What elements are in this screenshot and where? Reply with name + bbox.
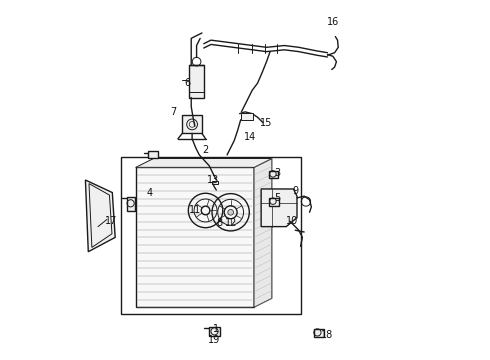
Text: 14: 14 [244,132,256,142]
Bar [190,65,204,98]
Text: 5: 5 [274,193,280,203]
Text: 18: 18 [321,330,334,340]
Bar [212,181,218,184]
Text: 9: 9 [292,186,298,196]
Text: 1: 1 [213,324,220,334]
Text: 2: 2 [202,144,209,154]
Circle shape [228,210,234,215]
Bar [209,327,220,336]
Bar [314,329,324,337]
Polygon shape [261,189,297,226]
Bar [270,171,278,178]
Text: 11: 11 [189,206,201,216]
Polygon shape [136,158,272,167]
Polygon shape [85,180,115,252]
Text: 4: 4 [147,188,153,198]
Bar [270,198,279,206]
Polygon shape [254,158,272,307]
Text: 8: 8 [217,218,223,228]
Polygon shape [136,167,254,307]
Text: 12: 12 [224,218,237,228]
Text: 6: 6 [185,78,191,88]
Text: 13: 13 [207,175,219,185]
Bar [148,150,158,158]
Text: 19: 19 [208,334,220,345]
Text: 17: 17 [105,216,118,226]
Bar [126,197,135,211]
Text: 3: 3 [274,168,280,178]
Text: 10: 10 [286,216,298,226]
Text: 7: 7 [170,107,176,117]
Bar [182,116,202,134]
Text: 16: 16 [327,17,339,27]
Bar [122,157,300,315]
Bar [241,113,253,120]
Text: 15: 15 [260,118,273,128]
